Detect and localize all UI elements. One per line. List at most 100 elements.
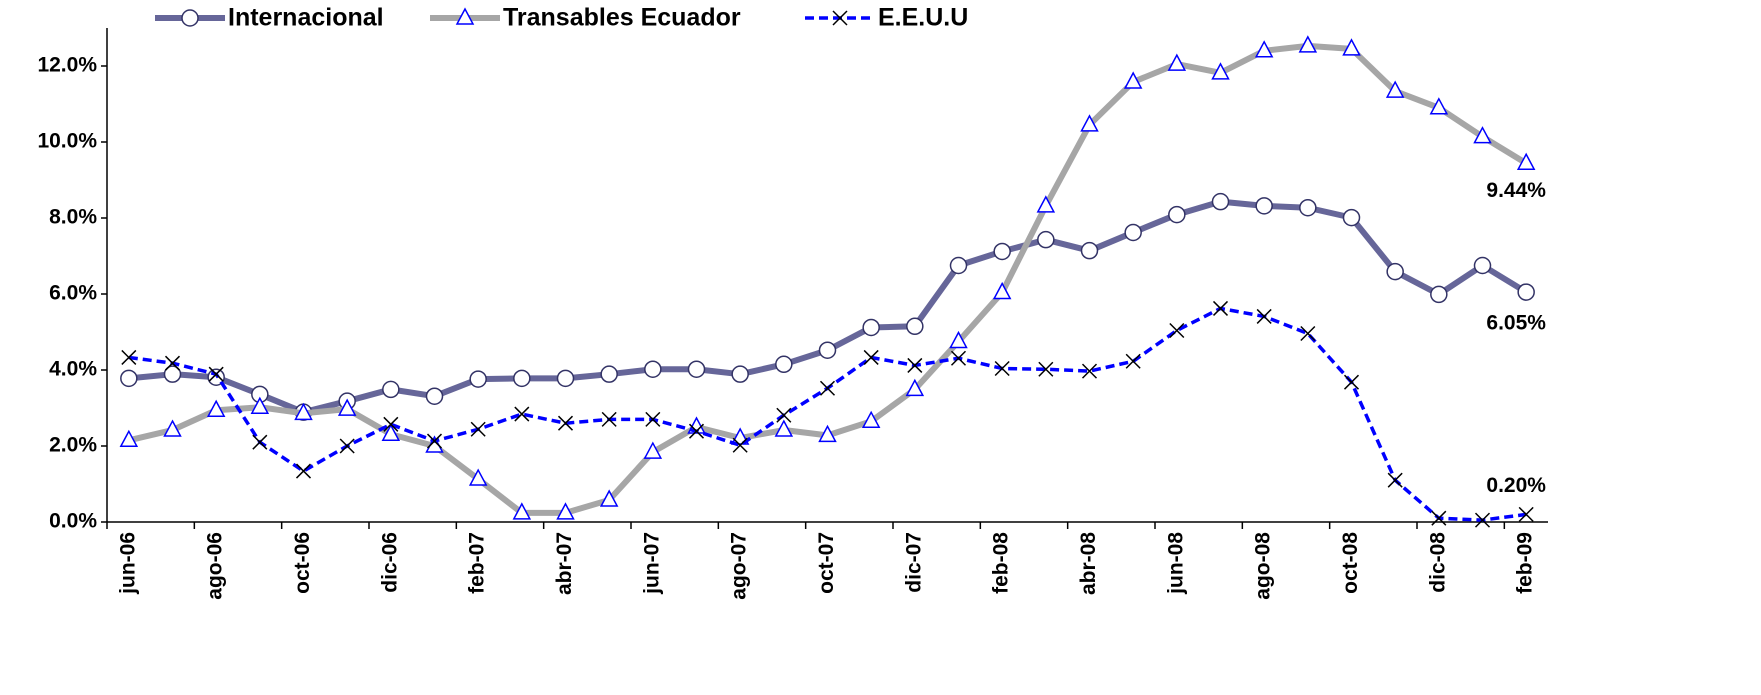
marker [1254, 40, 1274, 58]
marker [818, 424, 837, 443]
marker [1037, 230, 1055, 249]
marker [949, 330, 968, 349]
x-tick-label: ago-06 [204, 532, 227, 600]
marker [163, 419, 182, 437]
y-tick-label: 12.0% [37, 54, 97, 77]
line [128, 198, 1528, 416]
marker [906, 317, 924, 336]
marker [382, 380, 400, 399]
legend-item: E.E.U.U [805, 4, 968, 32]
marker [1300, 325, 1316, 342]
marker [206, 399, 226, 418]
marker [164, 355, 181, 371]
marker [381, 423, 401, 441]
marker [1516, 152, 1536, 171]
marker [993, 242, 1011, 261]
series: 6.05% [120, 192, 1546, 421]
legend-item: Internacional [155, 4, 384, 32]
x-tick-label: abr-08 [1077, 532, 1100, 595]
x-tick-label: oct-06 [291, 532, 314, 594]
x-tick-label: jun-07 [640, 532, 663, 595]
marker [1168, 205, 1186, 224]
x-tick-label: jun-06 [116, 532, 139, 595]
marker [1387, 472, 1403, 488]
marker [1211, 192, 1230, 211]
marker [1167, 53, 1187, 71]
marker [1342, 208, 1361, 227]
marker [907, 357, 923, 373]
marker [1473, 256, 1492, 275]
x-tick-label: ago-08 [1252, 532, 1275, 600]
x-tick-label: dic-07 [902, 532, 925, 593]
marker [513, 369, 531, 388]
marker [1429, 97, 1449, 115]
marker [163, 365, 182, 383]
marker [1518, 506, 1534, 522]
y-tick-label: 4.0% [49, 358, 97, 381]
x-tick-label: dic-06 [378, 532, 401, 593]
marker [1123, 71, 1143, 89]
marker [557, 415, 574, 431]
legend-marker [181, 9, 199, 27]
marker [468, 468, 488, 486]
legend-label: Transables Ecuador [503, 4, 741, 32]
marker [1211, 62, 1230, 80]
line [128, 306, 1527, 522]
marker [643, 441, 663, 459]
x-tick-label: oct-07 [815, 532, 838, 594]
marker [1517, 283, 1535, 301]
marker [601, 411, 617, 427]
marker [121, 349, 137, 365]
marker [512, 502, 532, 520]
marker [1299, 198, 1317, 217]
legend-label: E.E.U.U [878, 4, 968, 32]
y-tick-label: 2.0% [49, 434, 97, 457]
marker [1298, 35, 1318, 53]
y-tick-label: 0.0% [49, 510, 97, 533]
marker [776, 407, 792, 423]
marker [732, 437, 748, 453]
marker [645, 411, 661, 427]
x-tick-label: feb-07 [466, 532, 489, 594]
marker [1125, 353, 1141, 369]
x-tick-label: jun-08 [1164, 532, 1187, 595]
legend-marker [832, 10, 848, 26]
series: 0.20% [121, 300, 1546, 528]
y-tick-label: 8.0% [49, 206, 97, 229]
marker [861, 410, 881, 429]
data-label: 9.44% [1486, 179, 1546, 202]
marker [819, 380, 836, 396]
marker [1169, 322, 1185, 339]
x-tick-label: oct-08 [1339, 532, 1362, 594]
x-tick-label: feb-09 [1514, 532, 1537, 594]
marker [208, 366, 224, 382]
marker [1343, 374, 1360, 390]
marker [1038, 361, 1054, 377]
x-tick-label: ago-07 [728, 532, 751, 600]
marker [339, 438, 355, 454]
data-label: 6.05% [1486, 312, 1546, 335]
marker [426, 433, 443, 449]
marker [688, 423, 705, 439]
marker [1124, 223, 1142, 242]
marker [294, 402, 313, 421]
marker [295, 463, 312, 479]
marker [644, 360, 662, 378]
y-tick-label: 10.0% [37, 130, 97, 153]
marker [250, 396, 270, 414]
marker [599, 489, 619, 507]
marker [119, 429, 139, 448]
marker [1431, 510, 1447, 526]
marker [1081, 363, 1098, 379]
marker [775, 355, 793, 374]
marker [470, 421, 486, 437]
x-tick-label: feb-08 [990, 532, 1013, 594]
marker [1212, 300, 1229, 316]
marker [731, 365, 749, 383]
marker [425, 387, 444, 405]
marker [1036, 195, 1056, 213]
marker [1080, 241, 1099, 260]
marker [1430, 285, 1448, 304]
marker [469, 370, 487, 388]
marker [383, 416, 399, 432]
